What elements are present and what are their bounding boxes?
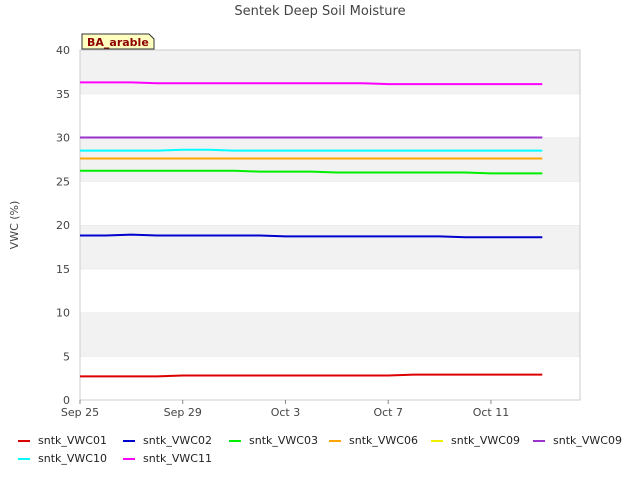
grid-band	[80, 268, 580, 313]
legend-item: sntk_VWC09	[431, 434, 520, 447]
legend-item: sntk_VWC06	[329, 434, 418, 447]
y-tick-label: 15	[56, 263, 70, 276]
legend-item: sntk_VWC03	[229, 434, 318, 447]
legend-swatch	[329, 439, 341, 442]
grid-band	[80, 93, 580, 138]
y-tick-label: 30	[56, 132, 70, 145]
legend-label: sntk_VWC02	[143, 434, 212, 447]
x-tick-label: Oct 7	[373, 406, 403, 419]
legend-label: sntk_VWC03	[249, 434, 318, 447]
legend-item: sntk_VWC09	[533, 434, 622, 447]
legend-swatch	[18, 457, 30, 460]
y-tick-label: 40	[56, 44, 70, 57]
grid-band	[80, 312, 580, 357]
legend-swatch	[18, 439, 30, 442]
series-line-sntk-vwc03	[80, 169, 543, 175]
y-tick-label: 10	[56, 307, 70, 320]
y-axis-label: VWC (%)	[8, 201, 21, 250]
grid-band	[80, 225, 580, 269]
legend-item: sntk_VWC01	[18, 434, 107, 447]
legend-swatch	[229, 439, 241, 442]
legend-label: sntk_VWC11	[143, 452, 212, 465]
y-tick-label: 35	[56, 88, 70, 101]
x-tick-label: Oct 3	[271, 406, 301, 419]
legend-item: sntk_VWC11	[123, 452, 212, 465]
series-line-sntk-vwc01	[80, 373, 543, 378]
site-tag-label: BA_arable	[87, 36, 149, 49]
series-line-sntk-vwc02	[80, 233, 543, 239]
grid-band	[80, 181, 580, 225]
series-line-sntk-vwc11	[80, 81, 543, 86]
legend-label: sntk_VWC01	[38, 434, 107, 447]
legend-label: sntk_VWC10	[38, 452, 107, 465]
legend-label: sntk_VWC09	[451, 434, 520, 447]
grid-band	[80, 50, 580, 94]
legend-swatch	[123, 439, 135, 442]
y-tick-label: 5	[63, 350, 70, 363]
legend-label: sntk_VWC09	[553, 434, 622, 447]
legend-item: sntk_VWC10	[18, 452, 107, 465]
y-tick-label: 20	[56, 219, 70, 232]
series-line-sntk-vwc10	[80, 148, 543, 152]
x-tick-label: Sep 25	[61, 406, 99, 419]
site-tag: BA_arable	[81, 33, 155, 50]
legend-item: sntk_VWC02	[123, 434, 212, 447]
grid-band	[80, 356, 580, 400]
x-tick-label: Oct 11	[473, 406, 510, 419]
legend-swatch	[533, 439, 545, 442]
plot-frame	[79, 49, 581, 401]
chart-title: Sentek Deep Soil Moisture	[234, 4, 405, 19]
y-tick-label: 0	[63, 394, 70, 407]
x-tick-label: Sep 29	[164, 406, 202, 419]
legend-swatch	[123, 457, 135, 460]
legend-swatch	[431, 439, 443, 442]
y-tick-label: 25	[56, 175, 70, 188]
legend-label: sntk_VWC06	[349, 434, 418, 447]
